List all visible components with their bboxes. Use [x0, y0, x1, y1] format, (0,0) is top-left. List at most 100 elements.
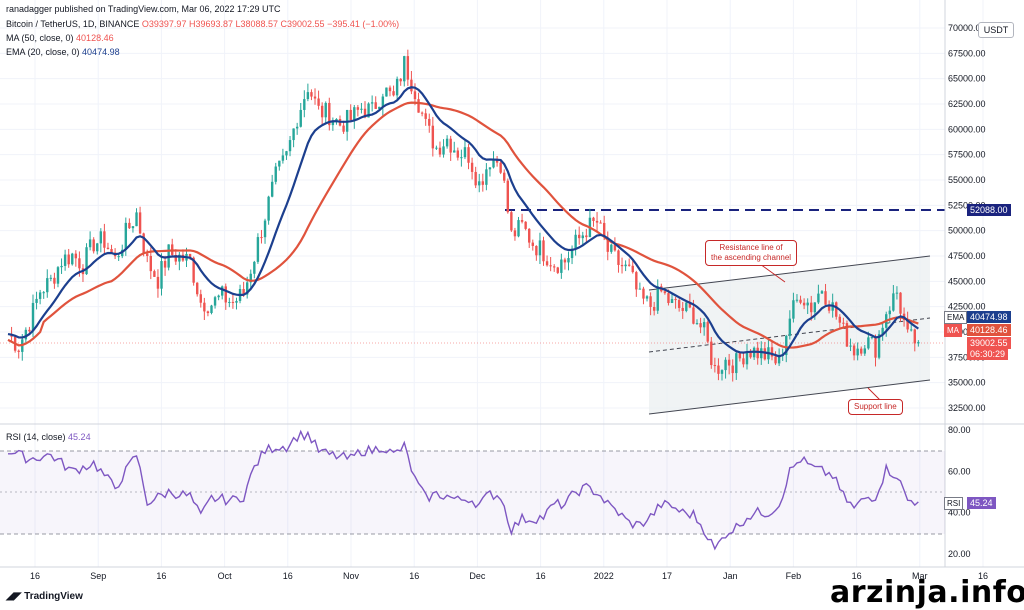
- candle-body: [188, 253, 192, 258]
- time-tick-label: 16: [283, 571, 293, 581]
- candle-body: [438, 147, 442, 155]
- candle-body: [492, 160, 495, 168]
- candle-body: [424, 113, 427, 119]
- candle-body: [328, 102, 331, 126]
- price-tick-label: 62500.00: [948, 99, 986, 109]
- candle-body: [445, 138, 449, 147]
- candle-body: [874, 337, 877, 358]
- candle-body: [802, 302, 806, 306]
- candle-body: [795, 299, 799, 301]
- candle-body: [860, 348, 863, 354]
- candle-body: [724, 359, 727, 371]
- price-tick-label: 37500.00: [948, 352, 986, 362]
- currency-button[interactable]: USDT: [978, 22, 1014, 38]
- candle-body: [881, 327, 884, 335]
- candle-body: [642, 288, 645, 299]
- candle-body: [63, 254, 67, 266]
- candle-body: [910, 329, 913, 331]
- candle-body: [852, 345, 856, 356]
- candle-body: [760, 348, 763, 359]
- candle-body: [320, 105, 324, 118]
- candle-body: [335, 118, 338, 121]
- candle-body: [563, 259, 567, 263]
- candle-body: [410, 79, 413, 92]
- price-tick-label: 50000.00: [948, 226, 986, 236]
- candle-body: [235, 300, 238, 303]
- candle-body: [756, 347, 759, 359]
- candle-body: [249, 273, 252, 283]
- candle-body: [499, 162, 502, 173]
- candle-body: [899, 292, 902, 314]
- candle-body: [663, 291, 667, 294]
- tradingview-logo-text: TradingView: [24, 591, 83, 602]
- candle-body: [342, 125, 345, 132]
- candle-body: [228, 301, 231, 303]
- candle-body: [867, 337, 870, 349]
- candle-body: [381, 96, 385, 107]
- candle-body: [710, 341, 713, 366]
- candle-body: [406, 56, 410, 80]
- candle-body: [656, 286, 659, 311]
- candle-body: [153, 271, 156, 277]
- candle-body: [431, 125, 435, 149]
- candle-body: [549, 265, 552, 267]
- candle-body: [395, 78, 399, 96]
- resistance-annotation-line2: the ascending channel: [711, 253, 792, 262]
- candle-body: [56, 267, 60, 284]
- time-tick-label: Jan: [723, 571, 738, 581]
- candle-body: [542, 240, 545, 262]
- rsi-value: 45.24: [68, 432, 91, 442]
- candle-body: [667, 293, 670, 304]
- candle-body: [481, 181, 485, 185]
- candle-body: [420, 112, 424, 114]
- resistance-line: [648, 255, 931, 291]
- candle-body: [806, 302, 809, 306]
- ema-legend[interactable]: EMA (20, close, 0) 40474.98: [6, 47, 120, 57]
- candle-body: [517, 220, 520, 237]
- candle-body: [385, 87, 388, 97]
- ma-legend[interactable]: MA (50, close, 0) 40128.46: [6, 33, 114, 43]
- candle-body: [117, 256, 120, 258]
- candle-body: [749, 351, 752, 358]
- candle-body: [624, 264, 627, 267]
- candle-body: [556, 267, 559, 273]
- candle-body: [356, 107, 360, 110]
- candle-body: [85, 247, 88, 275]
- candle-body: [310, 92, 313, 97]
- candle-body: [242, 288, 245, 295]
- price-tick-label: 65000.00: [948, 74, 986, 84]
- rsi-axis-ticks: 80.00 60.00 40.00 20.00: [948, 425, 971, 559]
- candle-body: [820, 291, 824, 294]
- price-tick-label: 60000.00: [948, 124, 986, 134]
- candle-body: [595, 220, 599, 223]
- candle-body: [645, 296, 649, 299]
- candle-body: [620, 264, 624, 267]
- candle-body: [38, 292, 42, 299]
- candle-body: [824, 291, 827, 305]
- candle-body: [413, 91, 417, 100]
- support-annotation: Support line: [848, 399, 903, 415]
- candle-body: [692, 307, 695, 324]
- candle-body: [813, 302, 817, 313]
- rsi-label: RSI (14, close): [6, 432, 66, 442]
- time-tick-label: Mar: [912, 571, 928, 581]
- candle-body: [453, 150, 456, 153]
- candle-body: [213, 297, 217, 306]
- candle-body: [681, 307, 684, 311]
- candle-body: [827, 304, 831, 311]
- tradingview-logo[interactable]: ◢◤ TradingView: [6, 591, 83, 602]
- price-tag: 39002.55: [967, 337, 1011, 349]
- candle-body: [788, 318, 792, 336]
- candle-body: [717, 365, 720, 374]
- candle-body: [770, 347, 774, 357]
- candle-body: [792, 300, 795, 319]
- candle-body: [592, 217, 595, 221]
- rsi-legend[interactable]: RSI (14, close) 45.24: [6, 432, 91, 442]
- price-tick-label: 57500.00: [948, 150, 986, 160]
- price-tick-label: 40000.00: [948, 327, 986, 337]
- candle-body: [313, 96, 317, 99]
- candle-body: [635, 272, 638, 290]
- candle-body: [278, 160, 281, 167]
- level-tag: 52088.00: [967, 204, 1011, 216]
